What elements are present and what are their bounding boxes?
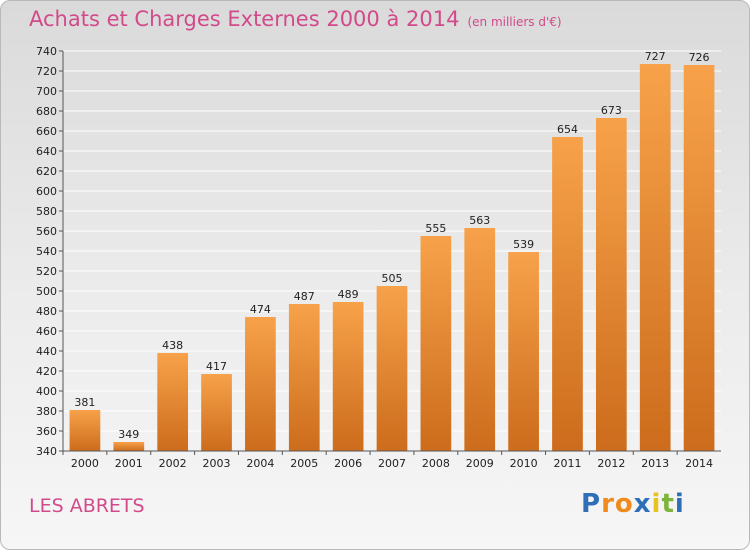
bar-2008 [420,236,452,451]
data-label: 673 [601,104,622,117]
chart-unit: (en milliers d'€) [467,15,562,29]
logo-letter: i [651,489,662,519]
logo-letter: P [581,489,602,519]
x-tick-label: 2012 [597,457,625,470]
data-label: 727 [645,50,666,63]
y-tick-label: 540 [36,245,57,258]
bar-2003 [201,374,232,451]
y-tick-label: 620 [36,165,57,178]
y-tick-label: 480 [36,305,57,318]
bar-2012 [595,118,627,451]
y-tick-label: 420 [36,365,57,378]
y-tick-label: 400 [36,385,57,398]
proxiti-logo: Proxiti [581,489,685,519]
y-tick-label: 360 [36,425,57,438]
y-tick-label: 660 [36,125,57,138]
y-tick-label: 640 [36,145,57,158]
y-tick-label: 600 [36,185,57,198]
bar-2010 [508,252,539,451]
y-tick-label: 740 [36,45,57,58]
y-tick-label: 440 [36,345,57,358]
data-label: 474 [250,303,271,316]
data-label: 505 [382,272,403,285]
data-label: 417 [206,360,227,373]
y-tick-label: 500 [36,285,57,298]
logo-letter: o [614,489,634,519]
bar-2009 [464,228,496,451]
x-tick-label: 2004 [246,457,274,470]
x-tick-label: 2011 [553,457,581,470]
x-tick-label: 2002 [159,457,187,470]
data-label: 726 [689,51,710,64]
x-tick-label: 2010 [510,457,538,470]
y-tick-label: 580 [36,205,57,218]
data-label: 438 [162,339,183,352]
data-label: 349 [118,428,139,441]
y-tick-label: 340 [36,445,57,458]
axes [59,50,721,455]
bar-2011 [552,137,583,451]
bar-2007 [376,286,408,451]
x-tick-label: 2014 [685,457,713,470]
data-label: 487 [294,290,315,303]
bar-2005 [288,304,320,451]
x-tick-label: 2001 [115,457,143,470]
x-tick-label: 2007 [378,457,406,470]
logo-letter: i [674,489,685,519]
bar-2013 [639,64,671,451]
x-tick-label: 2000 [71,457,99,470]
bar-2014 [683,65,715,451]
chart-title: Achats et Charges Externes 2000 à 2014 (e… [29,7,562,31]
y-tick-label: 380 [36,405,57,418]
chart-title-text: Achats et Charges Externes 2000 à 2014 [29,7,460,31]
x-tick-label: 2003 [203,457,231,470]
x-tick-label: 2013 [641,457,669,470]
labels: 340 360 380 400 420 440 460 480 500 520 540 560 580 6… [36,45,713,470]
y-tick-label: 680 [36,105,57,118]
y-tick-label: 700 [36,85,57,98]
bars [69,64,715,451]
bar-2004 [245,317,276,451]
bar-2000 [69,410,101,451]
data-label: 489 [338,288,359,301]
x-tick-label: 2005 [290,457,318,470]
data-label: 555 [425,222,446,235]
logo-letter: x [633,489,652,519]
bar-2006 [332,302,364,451]
logo-letter: r [601,489,615,519]
x-tick-label: 2006 [334,457,362,470]
x-tick-label: 2008 [422,457,450,470]
logo-letter: t [661,489,675,519]
place-name: LES ABRETS [29,495,145,517]
data-label: 563 [469,214,490,227]
y-tick-label: 460 [36,325,57,338]
y-tick-label: 520 [36,265,57,278]
y-tick-label: 720 [36,65,57,78]
bar-2001 [113,442,145,451]
x-tick-label: 2009 [466,457,494,470]
bar-2002 [157,353,189,451]
data-label: 381 [74,396,95,409]
y-tick-label: 560 [36,225,57,238]
data-label: 539 [513,238,534,251]
data-label: 654 [557,123,578,136]
